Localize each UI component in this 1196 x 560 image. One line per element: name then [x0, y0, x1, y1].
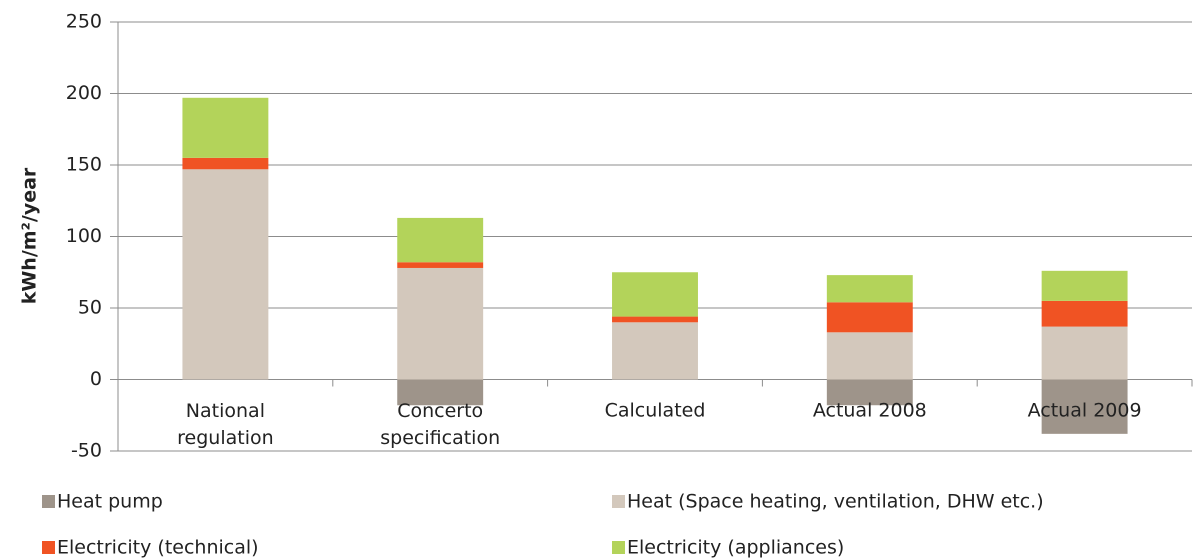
bar-segment: [826, 275, 913, 303]
bar-segment: [826, 302, 913, 333]
legend-label: Heat (Space heating, ventilation, DHW et…: [627, 491, 1044, 513]
y-axis-label: kWh/m²/year: [19, 167, 41, 304]
bar-segment: [397, 267, 484, 380]
bar-segment: [397, 379, 484, 406]
bar-segment: [397, 262, 484, 268]
legend-swatch: [42, 495, 55, 508]
legend-swatch: [42, 541, 55, 554]
bar-segment: [826, 379, 913, 406]
y-tick-label: 200: [66, 82, 102, 104]
x-tick-label: Calculated: [605, 400, 706, 422]
bar-segment: [612, 272, 698, 317]
bar-segment: [182, 97, 269, 158]
y-tick-label: -50: [71, 440, 102, 462]
bar-segment: [612, 322, 698, 380]
bar-segment: [1041, 326, 1128, 380]
bar-segment: [397, 217, 484, 263]
x-tick-label: National regulation: [177, 400, 274, 449]
y-tick-label: 0: [90, 368, 102, 390]
x-tick-label: Concerto specification: [380, 400, 500, 449]
bar-segment: [182, 157, 269, 170]
legend-swatch: [612, 541, 625, 554]
y-tick-label: 150: [66, 154, 102, 176]
y-tick-label: 50: [78, 297, 102, 319]
legend-label: Heat pump: [57, 491, 163, 513]
bar-segment: [1041, 379, 1128, 434]
bar-segment: [1041, 300, 1128, 327]
bar-segment: [1041, 270, 1128, 301]
x-tick-label: Actual 2008: [813, 400, 927, 422]
bar-segment: [182, 169, 269, 380]
bar-segment: [826, 332, 913, 380]
x-tick-label: Actual 2009: [1028, 400, 1142, 422]
bar-segment: [612, 316, 698, 323]
y-tick-label: 250: [66, 11, 102, 33]
legend-label: Electricity (appliances): [627, 537, 844, 559]
legend-label: Electricity (technical): [57, 537, 259, 559]
legend-swatch: [612, 495, 625, 508]
y-tick-label: 100: [66, 225, 102, 247]
